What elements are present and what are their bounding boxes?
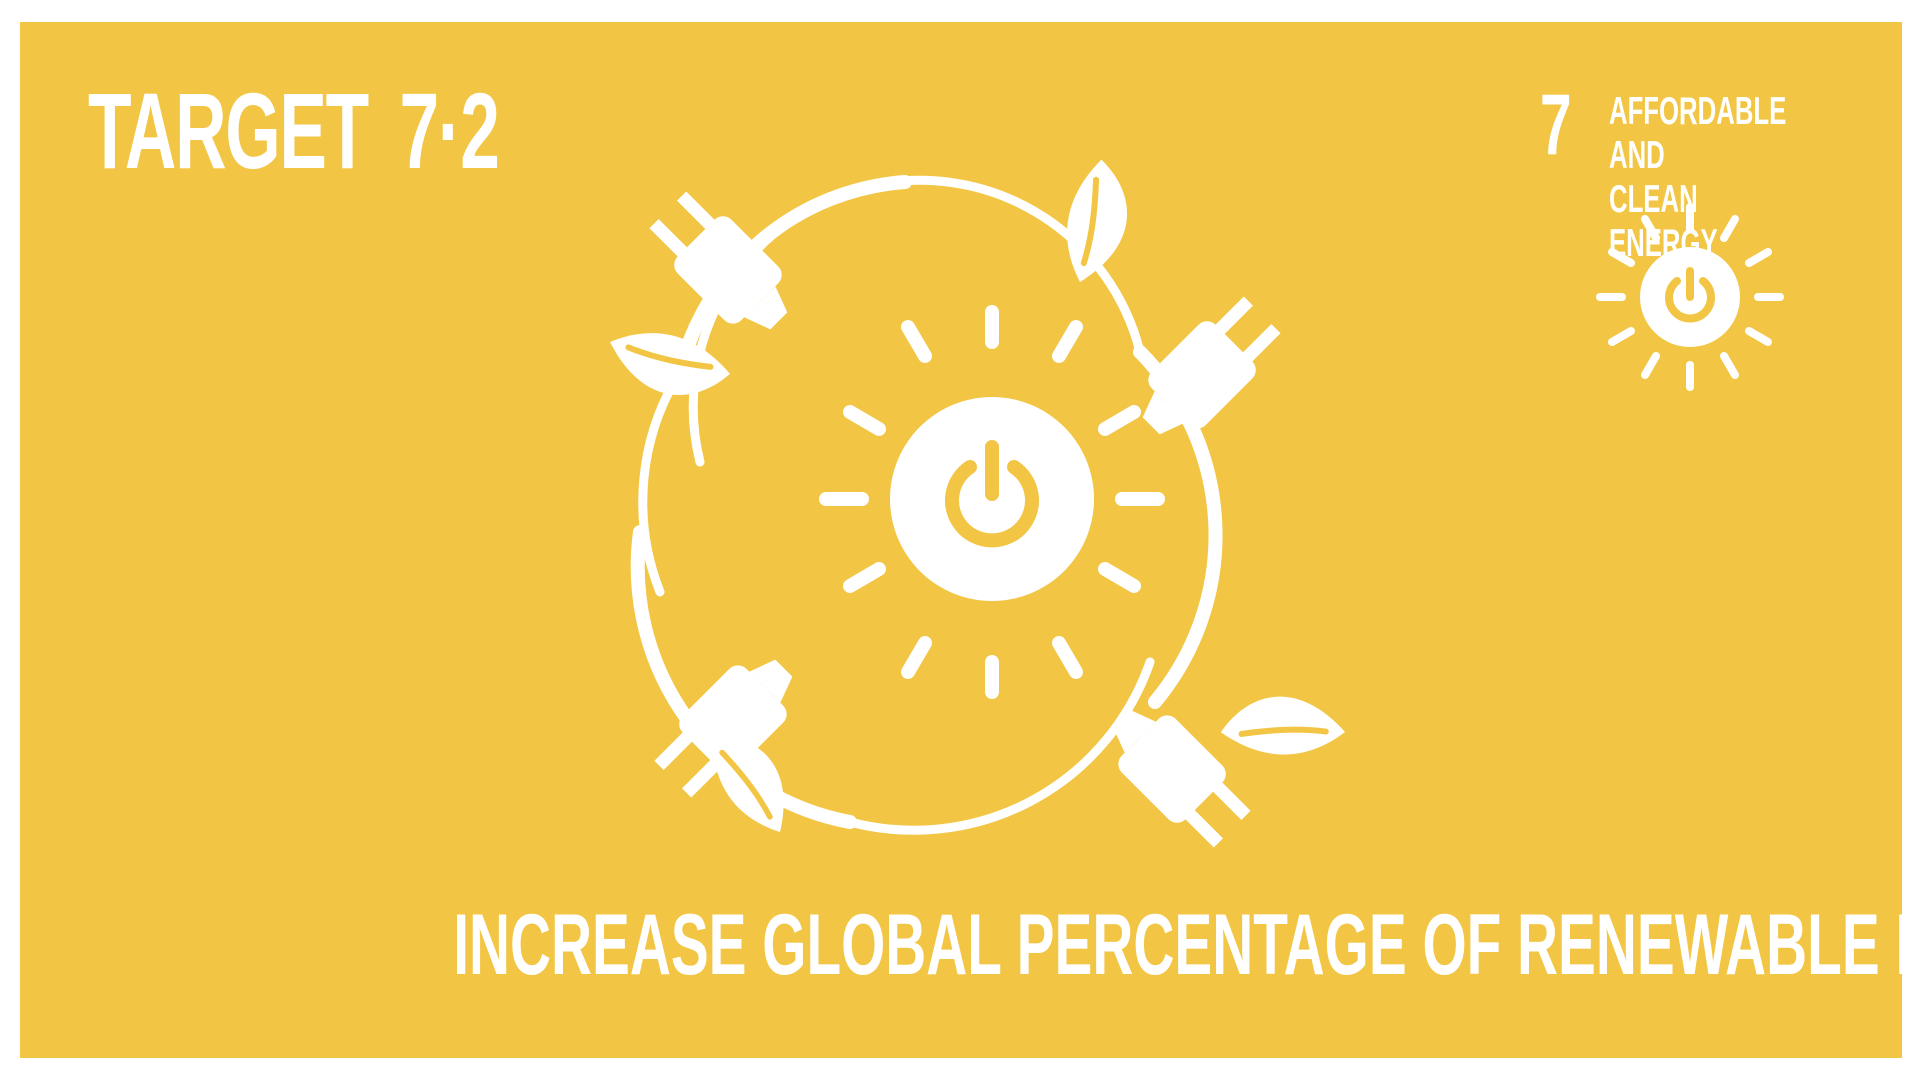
goal-number: 7 xyxy=(1540,77,1572,173)
target-caption-text: INCREASE GLOBAL PERCENTAGE OF RENEWABLE … xyxy=(453,897,1902,993)
target-card: TARGET 7·2 7 AFFORDABLE AND CLEAN ENERGY xyxy=(20,22,1902,1058)
target-caption: INCREASE GLOBAL PERCENTAGE OF RENEWABLE … xyxy=(20,902,1902,988)
renewable-energy-cycle-icon xyxy=(580,142,1380,857)
target-heading: TARGET 7·2 xyxy=(88,77,500,185)
sun-power-icon xyxy=(1596,203,1784,391)
target-number: 7·2 xyxy=(399,70,499,191)
target-label: TARGET xyxy=(88,70,369,191)
